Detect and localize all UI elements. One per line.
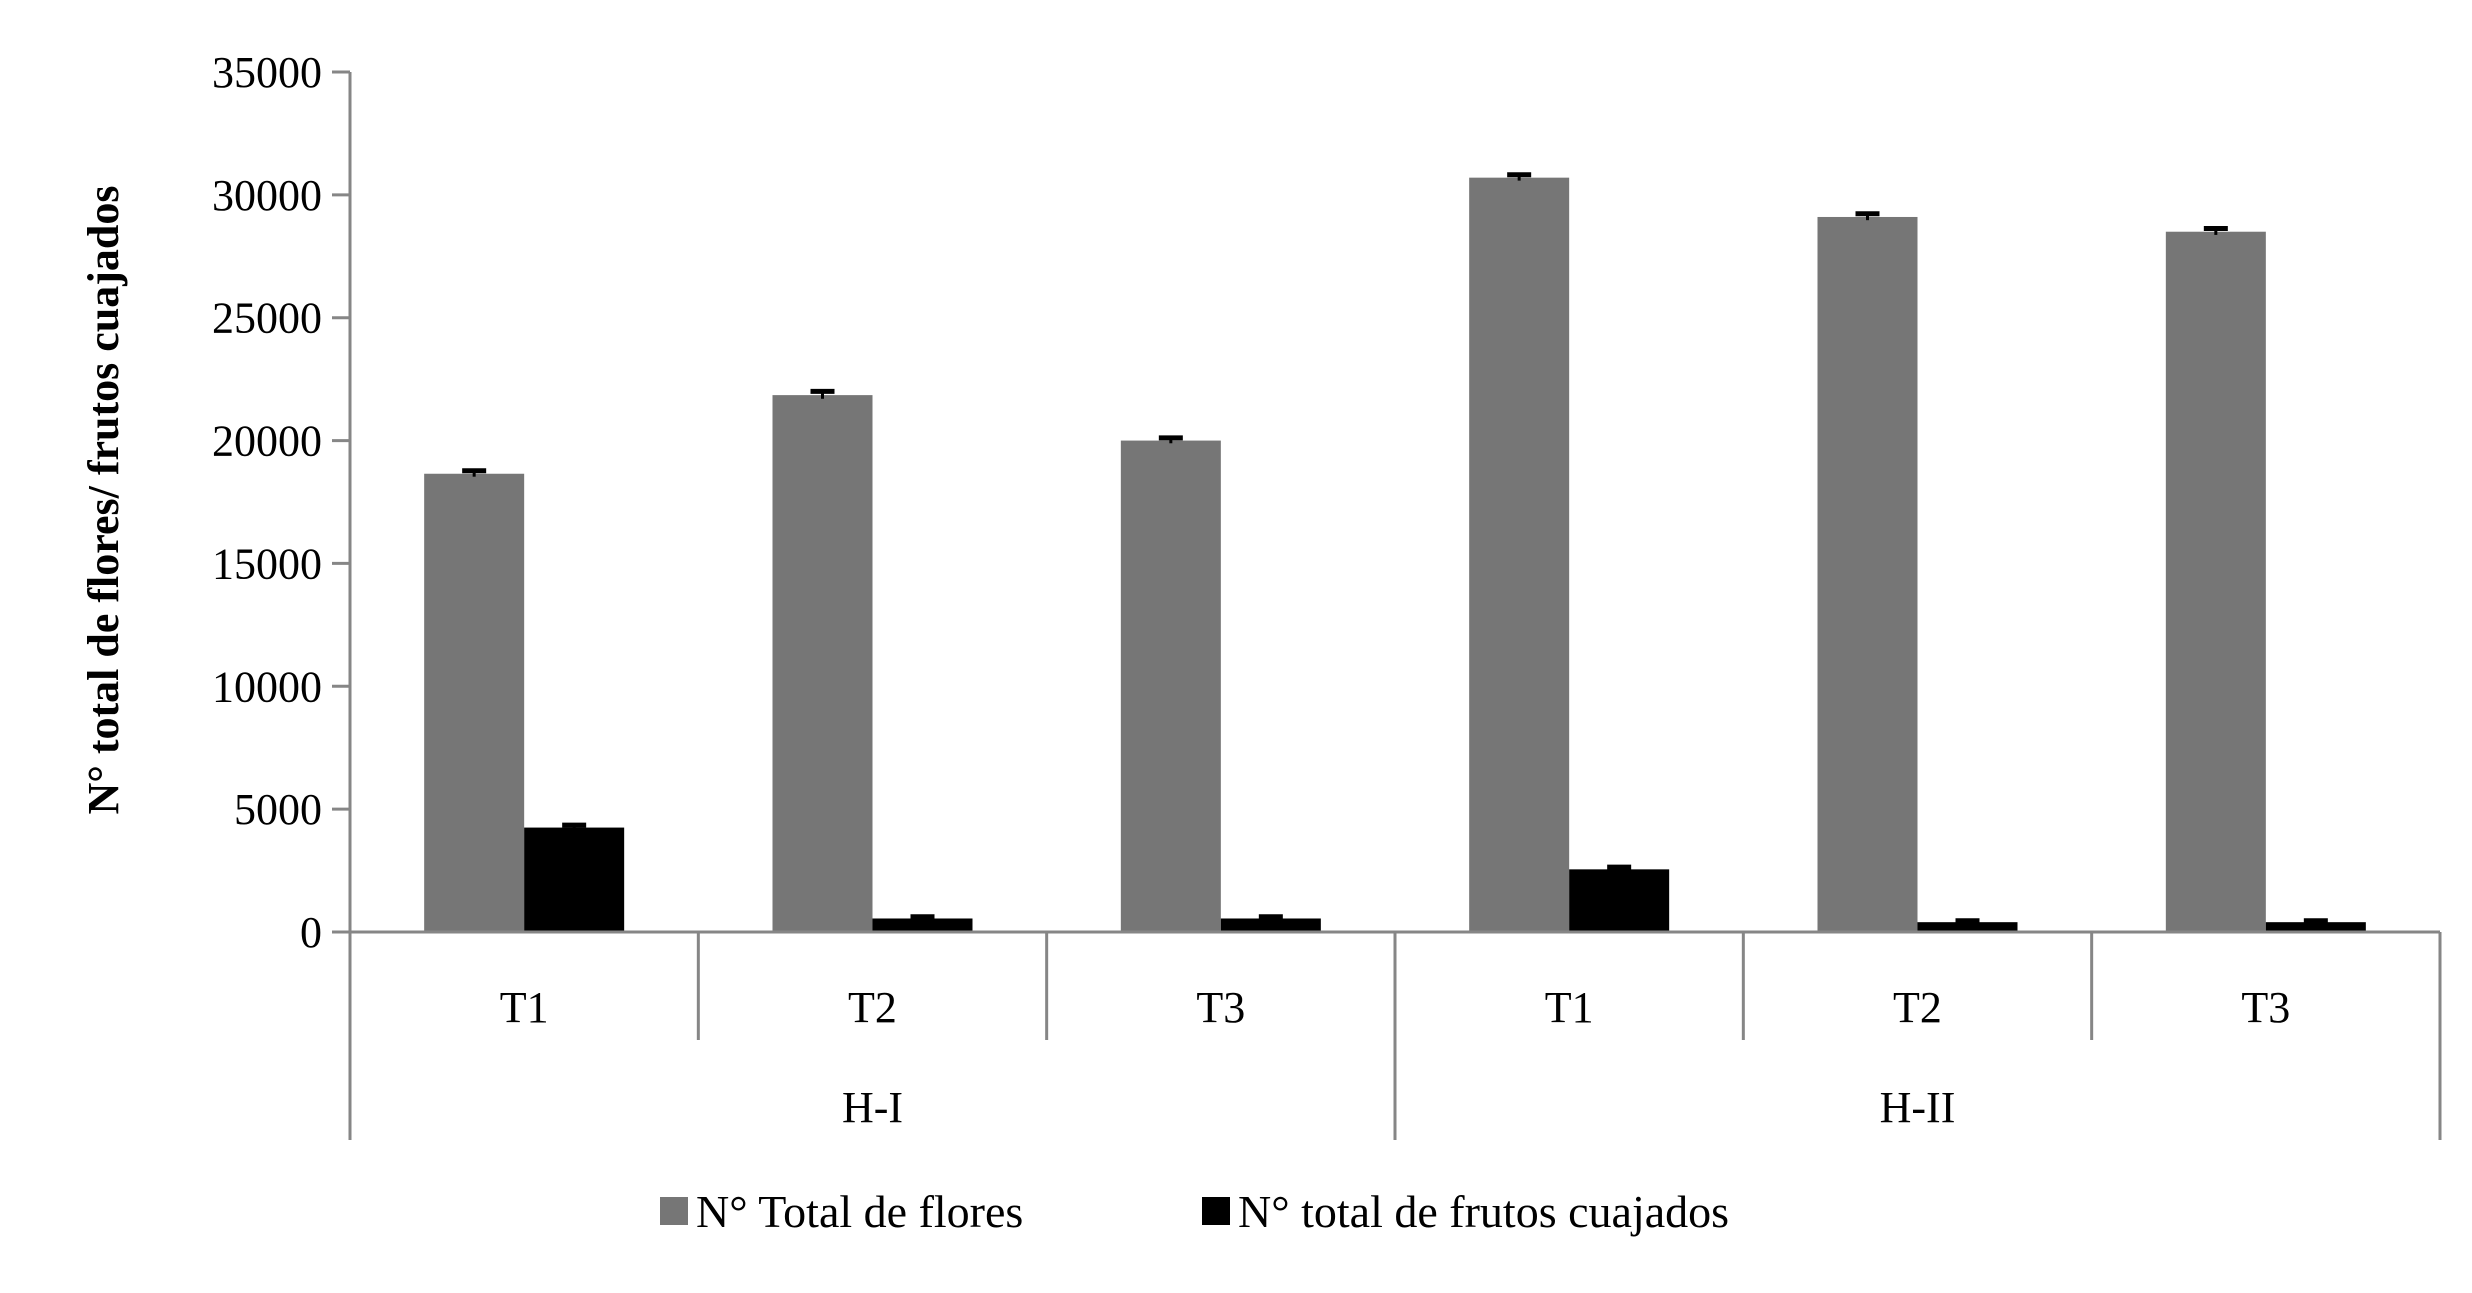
legend-item: N° Total de flores [660,1186,1023,1237]
y-axis-ticks: 0 5000 10000 15000 20000 25000 30000 35000 [212,48,352,957]
bar [1469,177,1570,932]
bar [2165,231,2266,932]
group-label: H-I [842,1083,903,1132]
legend-item: N° total de frutos cuajados [1202,1186,1729,1237]
y-tick-label: 10000 [212,662,322,711]
y-tick-label: 0 [300,908,322,957]
y-tick-label: 25000 [212,294,322,343]
x-tick-label: T3 [2241,983,2290,1032]
bar [1120,440,1221,932]
bar [772,395,873,933]
x-tick-label: T1 [1545,983,1594,1032]
bar [524,827,625,932]
y-tick-label: 30000 [212,171,322,220]
legend-swatch [1202,1197,1230,1225]
x-axis: T1 T2 T3 T1 T2 T3 H-I H-II [348,930,2442,1140]
bar [424,473,525,932]
y-tick-label: 35000 [212,48,322,97]
x-tick-label: T2 [848,983,897,1032]
y-tick-label: 15000 [212,539,322,588]
bar [1220,918,1321,932]
bar-series [424,172,2366,933]
legend-label: N° Total de flores [696,1186,1023,1237]
bar [1917,922,2018,932]
series-frutos-cuajados [524,822,2366,932]
series-total-flores [424,172,2266,933]
bar [1817,216,1918,932]
legend-label: N° total de frutos cuajados [1238,1186,1729,1237]
group-label: H-II [1880,1083,1956,1132]
bar [2265,922,2366,932]
x-tick-label: T1 [500,983,549,1032]
bar [872,918,973,932]
legend: N° Total de flores N° total de frutos cua… [660,1186,1729,1237]
x-tick-label: T2 [1893,983,1942,1032]
y-axis-label: N° total de flores/ frutos cuajados [79,185,128,814]
y-tick-label: 5000 [234,785,322,834]
y-axis: N° total de flores/ frutos cuajados 0 500… [79,48,352,957]
bar [1569,869,1670,932]
legend-swatch [660,1197,688,1225]
y-tick-label: 20000 [212,417,322,466]
x-tick-label: T3 [1196,983,1245,1032]
